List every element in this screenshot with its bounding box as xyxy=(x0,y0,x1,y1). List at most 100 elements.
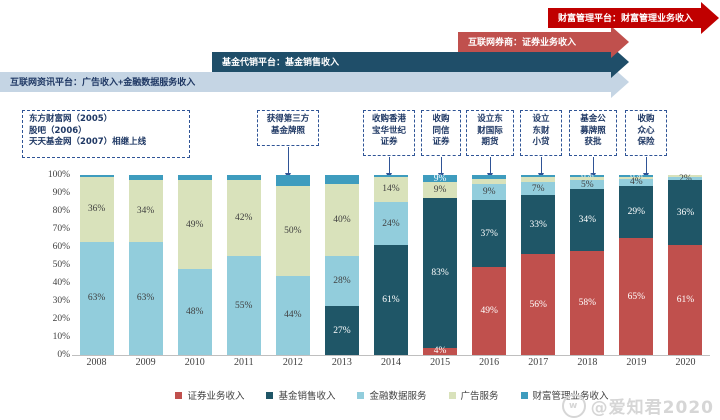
legend-item[interactable]: 基金销售收入 xyxy=(266,388,335,402)
bar-segment[interactable]: 61% xyxy=(668,245,703,355)
bar-segment[interactable] xyxy=(324,175,359,185)
stacked-bar[interactable]: 49% 37% 9% xyxy=(472,175,507,355)
bar-segment[interactable]: 55% xyxy=(226,256,261,355)
x-axis-label: 2017 xyxy=(528,357,549,368)
bar-segment[interactable]: 65% xyxy=(619,238,654,355)
stacked-bar[interactable]: 61% 36% 2% xyxy=(668,174,703,355)
legend-item[interactable]: 广告服务 xyxy=(448,388,499,402)
bar-column[interactable]: 27% 28% 40% xyxy=(317,175,366,355)
bar-segment[interactable]: 6% xyxy=(570,171,605,181)
bar-segment[interactable]: 7% xyxy=(521,182,556,195)
bar-segment[interactable] xyxy=(521,176,556,183)
bar-segment[interactable] xyxy=(275,175,310,186)
stacked-bar[interactable]: 61% 24% 14% xyxy=(374,175,408,355)
bar-segment[interactable]: 34% xyxy=(570,189,605,251)
bar-segment[interactable]: 48% xyxy=(177,268,212,355)
bar-segment[interactable]: 37% xyxy=(472,200,507,267)
bar-segment[interactable]: 63% xyxy=(79,241,114,355)
legend-item[interactable]: 证券业务收入 xyxy=(175,388,244,402)
bar-segment[interactable] xyxy=(374,175,408,177)
bar-column[interactable]: 63% 36% xyxy=(72,175,121,355)
bar-segment-label: 63% xyxy=(87,293,106,304)
bar-segment-label: 9% xyxy=(433,185,447,196)
bar-segment[interactable]: 40% xyxy=(324,184,359,257)
stacked-bar[interactable]: 58% 34% 5%6% xyxy=(570,171,605,355)
bar-segment[interactable]: 27% xyxy=(324,306,359,355)
bar-segment[interactable]: 36% xyxy=(79,176,114,242)
bar-column[interactable]: 49% 37% 9% xyxy=(465,175,514,355)
stacked-bar[interactable]: 44% 50% xyxy=(275,175,310,355)
legend-swatch xyxy=(175,391,183,399)
bar-segment[interactable]: 28% xyxy=(324,256,359,307)
banner-label: 财富管理平台：财富管理业务收入 xyxy=(558,13,694,23)
bar-segment[interactable]: 29% xyxy=(619,185,654,238)
bar-segment[interactable]: 49% xyxy=(177,180,212,269)
bar-segment[interactable]: 4% xyxy=(619,177,654,187)
banner-label: 互联网资讯平台：广告收入+金融数据服务收入 xyxy=(10,77,196,87)
bar-segment-label: 9% xyxy=(482,187,496,198)
callout-line: 同信 xyxy=(432,125,450,136)
bar-segment[interactable] xyxy=(128,175,163,181)
bar-segment[interactable]: 44% xyxy=(275,275,310,355)
bar-column[interactable]: 48% 49% xyxy=(170,175,219,355)
bar-column[interactable]: 58% 34% 5%6% xyxy=(563,171,612,355)
bar-segment[interactable] xyxy=(226,175,261,181)
bar-segment[interactable]: 50% xyxy=(275,185,310,276)
stacked-bar[interactable]: 27% 28% 40% xyxy=(324,175,359,355)
bar-segment[interactable] xyxy=(619,176,654,179)
y-axis-tick: 0% xyxy=(57,350,70,360)
bar-segment[interactable]: 2% xyxy=(668,174,703,184)
bar-column[interactable]: 4% 83% 9% 9% xyxy=(416,174,465,356)
stacked-bar[interactable]: 63% 34% xyxy=(128,175,163,355)
stacked-bar[interactable]: 4% 83% 9% 9% xyxy=(423,174,458,356)
stacked-bar[interactable]: 48% 49% xyxy=(177,175,212,355)
callout-box-7: 基金公 募牌照 获批 xyxy=(569,110,617,156)
bar-segment[interactable] xyxy=(177,175,212,181)
stacked-bar[interactable]: 55% 42% xyxy=(226,175,261,355)
bar-column[interactable]: 65% 29% 4%6% xyxy=(612,171,661,355)
bar-segment[interactable]: 34% xyxy=(128,180,163,242)
bar-segment[interactable]: 42% xyxy=(226,180,261,256)
stacked-bar[interactable]: 56% 33% 7% xyxy=(521,175,556,355)
bar-segment[interactable] xyxy=(521,175,556,177)
bar-segment[interactable]: 24% xyxy=(374,202,408,246)
bar-segment[interactable]: 33% xyxy=(521,194,556,255)
bar-segment[interactable]: 9% xyxy=(423,174,458,184)
callout-line: 众心 xyxy=(637,125,655,136)
bar-segment[interactable] xyxy=(472,178,507,185)
legend-item[interactable]: 金融数据服务 xyxy=(357,388,427,402)
bar-segment[interactable] xyxy=(79,175,114,177)
bar-segment[interactable]: 61% xyxy=(374,245,408,355)
bar-column[interactable]: 61% 36% 2% xyxy=(661,174,710,355)
bar-segment[interactable]: 83% xyxy=(423,198,458,348)
bar-column[interactable]: 63% 34% xyxy=(121,175,170,355)
bar-segment[interactable]: 49% xyxy=(472,266,507,355)
bar-segment[interactable]: 58% xyxy=(570,250,605,355)
legend-item[interactable]: 财富管理业务收入 xyxy=(520,388,609,402)
bar-segment[interactable] xyxy=(472,175,507,179)
bar-segment-label: 65% xyxy=(627,291,646,302)
bar-segment[interactable]: 9% xyxy=(423,182,458,199)
callout-line: 天天基金网（2007）相继上线 xyxy=(29,137,147,147)
bar-column[interactable]: 55% 42% xyxy=(219,175,268,355)
bar-segment-label: 49% xyxy=(185,219,204,230)
bar-segment[interactable]: 63% xyxy=(128,241,163,355)
y-axis-tick: 70% xyxy=(52,224,70,234)
bar-segment[interactable] xyxy=(668,175,703,177)
bar-segment[interactable]: 6% xyxy=(619,171,654,181)
bar-segment[interactable]: 36% xyxy=(668,180,703,246)
bar-column[interactable]: 56% 33% 7% xyxy=(514,175,563,355)
bar-column[interactable]: 44% 50% xyxy=(268,175,317,355)
bar-segment[interactable]: 5% xyxy=(570,180,605,190)
bar-segment[interactable] xyxy=(570,176,605,181)
callout-line: 小贷 xyxy=(532,137,550,147)
callout-box-4: 收购 同信 证券 xyxy=(421,110,461,156)
stacked-bar[interactable]: 65% 29% 4%6% xyxy=(619,171,654,355)
x-axis-label: 2011 xyxy=(233,357,254,368)
bar-column[interactable]: 61% 24% 14% xyxy=(366,175,415,355)
bar-segment[interactable]: 56% xyxy=(521,254,556,355)
stacked-bar[interactable]: 63% 36% xyxy=(79,175,114,355)
bar-segment[interactable]: 4% xyxy=(423,346,458,356)
bar-segment[interactable]: 14% xyxy=(374,176,408,203)
bar-segment[interactable]: 9% xyxy=(472,184,507,201)
